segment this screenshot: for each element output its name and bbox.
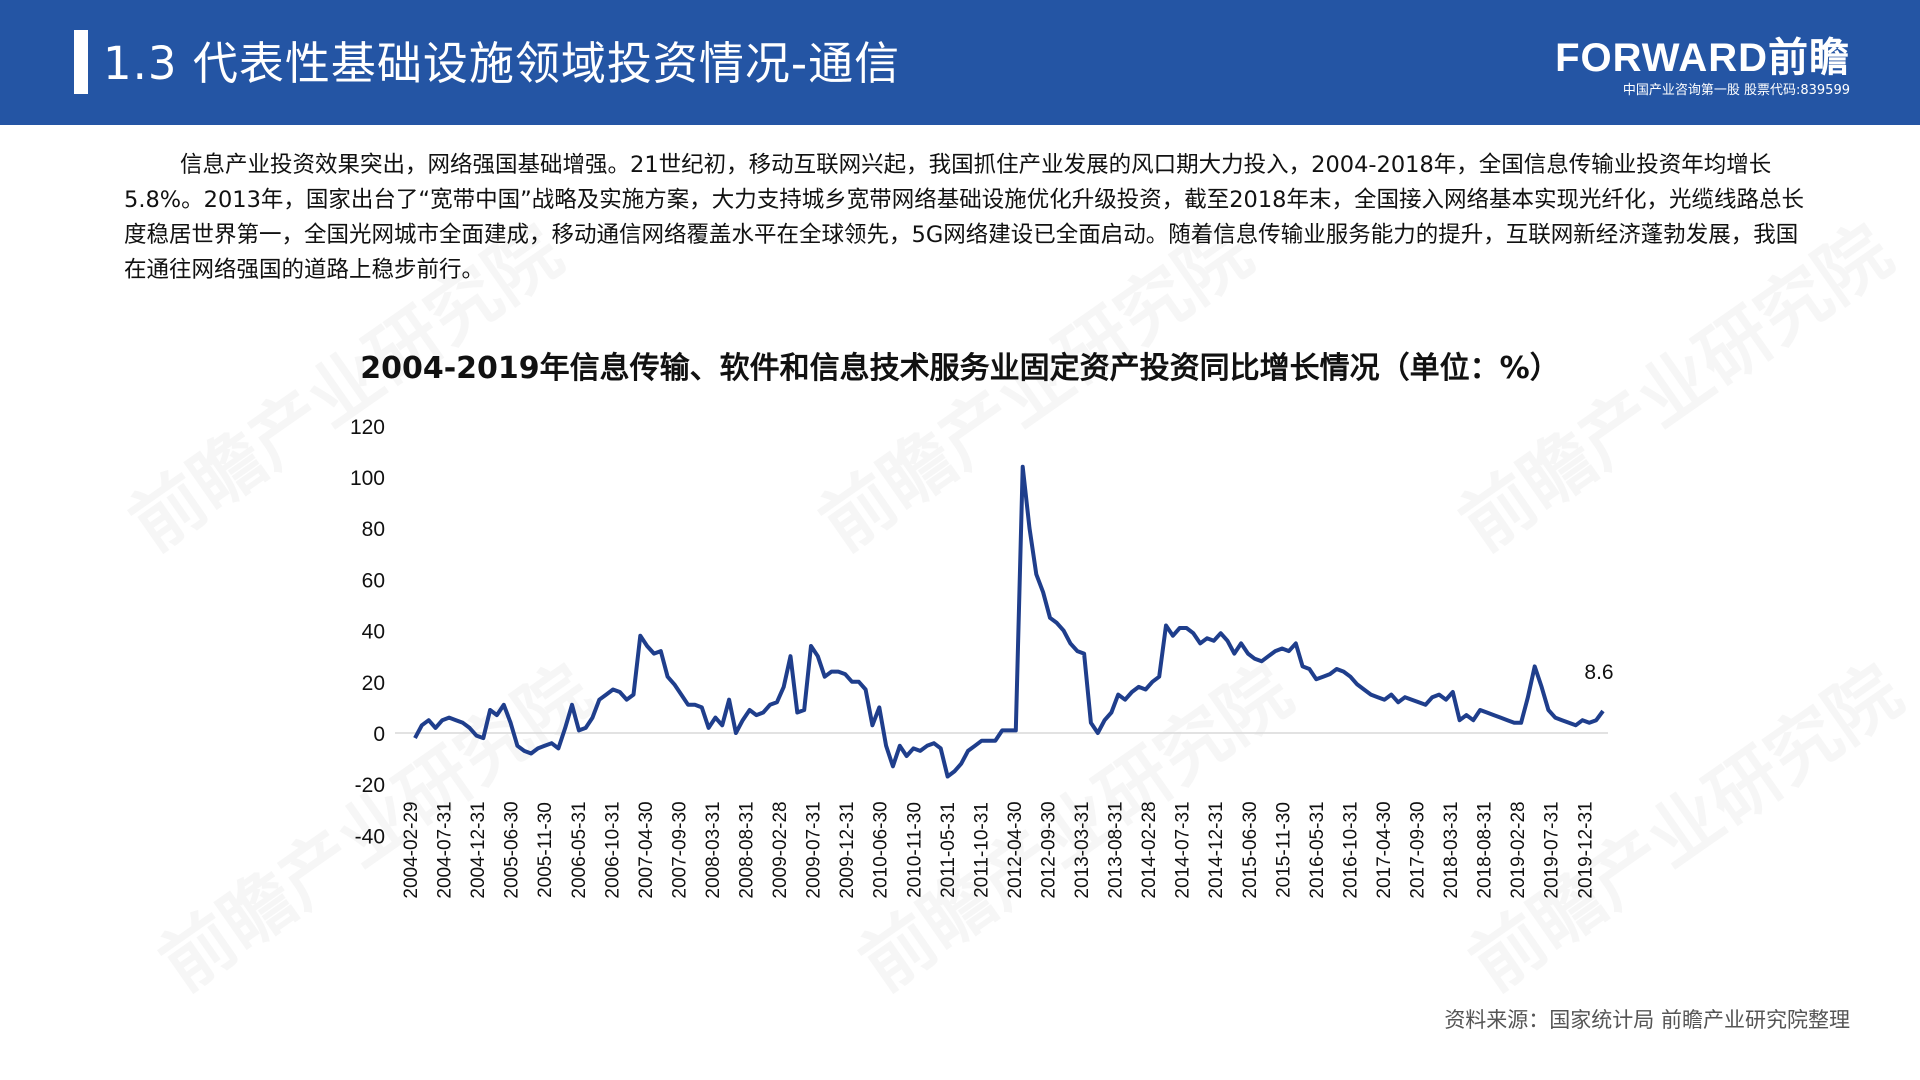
x-tick-label: 2009-12-31: [837, 801, 858, 898]
x-tick-label: 2014-12-31: [1206, 801, 1227, 898]
x-tick-label: 2007-04-30: [636, 801, 657, 898]
x-tick-label: 2006-10-31: [602, 801, 623, 898]
x-tick-label: 2014-07-31: [1173, 801, 1194, 898]
x-tick-label: 2018-03-31: [1441, 801, 1462, 898]
x-tick-label: 2004-02-29: [401, 801, 422, 898]
x-tick-label: 2009-07-31: [804, 801, 825, 898]
x-tick-label: 2019-02-28: [1508, 801, 1529, 898]
x-tick-label: 2017-04-30: [1374, 801, 1395, 898]
y-tick-label: 0: [373, 723, 385, 746]
x-tick-label: 2011-05-31: [938, 802, 959, 898]
x-tick-label: 2006-05-31: [569, 801, 590, 898]
y-tick-label: -40: [355, 825, 385, 848]
logo-subtitle: 中国产业咨询第一股 股票代码:839599: [1622, 83, 1850, 98]
x-tick-label: 2016-05-31: [1307, 801, 1328, 898]
y-tick-label: -20: [355, 774, 385, 797]
x-tick-label: 2009-02-28: [770, 801, 791, 898]
page-title: 1.3 代表性基础设施领域投资情况-通信: [103, 37, 901, 90]
x-tick-label: 2016-10-31: [1340, 801, 1361, 898]
forward-logo: FORWARD前瞻 中国产业咨询第一股 股票代码:839599: [1555, 36, 1850, 100]
x-tick-label: 2014-02-28: [1139, 801, 1160, 898]
x-tick-label: 2010-06-30: [871, 801, 892, 898]
end-data-label: 8.6: [1584, 661, 1613, 684]
x-tick-label: 2005-11-30: [535, 802, 556, 898]
x-tick-label: 2018-08-31: [1475, 801, 1496, 898]
chart-title: 2004-2019年信息传输、软件和信息技术服务业固定资产投资同比增长情况（单位…: [360, 351, 1560, 386]
x-tick-label: 2013-03-31: [1072, 801, 1093, 898]
x-tick-label: 2017-09-30: [1408, 801, 1429, 898]
logo-name: FORWARD前瞻: [1555, 36, 1850, 80]
y-tick-label: 40: [362, 621, 385, 644]
y-tick-label: 100: [350, 467, 385, 490]
x-tick-label: 2004-07-31: [435, 801, 456, 898]
header-bar: 1.3 代表性基础设施领域投资情况-通信 FORWARD前瞻 中国产业咨询第一股…: [0, 0, 1920, 125]
x-tick-label: 2008-08-31: [737, 801, 758, 898]
x-tick-label: 2015-11-30: [1273, 802, 1294, 898]
x-tick-label: 2007-09-30: [669, 801, 690, 898]
x-tick-label: 2012-04-30: [1005, 801, 1026, 898]
x-tick-label: 2012-09-30: [1038, 801, 1059, 898]
x-tick-label: 2004-12-31: [468, 801, 489, 898]
x-tick-label: 2013-08-31: [1106, 801, 1127, 898]
series-line: [413, 464, 1605, 779]
x-tick-label: 2019-12-31: [1575, 801, 1596, 898]
x-tick-label: 2015-06-30: [1240, 801, 1261, 898]
y-tick-label: 80: [362, 518, 385, 541]
x-tick-label: 2010-11-30: [904, 802, 925, 898]
line-chart: 120 100 80 60 40 20 0 -20 -40 2004-02-29 2004-07-3…: [350, 416, 1614, 899]
x-tick-label: 2008-03-31: [703, 801, 724, 898]
x-tick-label: 2005-06-30: [502, 801, 523, 898]
source-note: 资料来源：国家统计局 前瞻产业研究院整理: [1444, 1008, 1850, 1032]
intro-paragraph: 信息产业投资效果突出，网络强国基础增强。21世纪初，移动互联网兴起，我国抓住产业…: [124, 152, 1804, 283]
y-tick-label: 60: [362, 569, 385, 592]
title-accent-bar: [74, 30, 88, 94]
x-tick-label: 2011-10-31: [971, 802, 992, 898]
y-tick-label: 120: [350, 416, 385, 439]
y-tick-label: 20: [362, 672, 385, 695]
x-tick-label: 2019-07-31: [1542, 801, 1563, 898]
